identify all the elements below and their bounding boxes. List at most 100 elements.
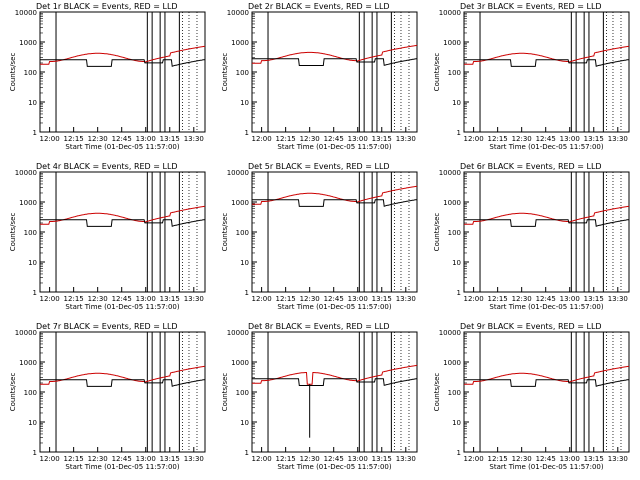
x-tick-label: 13:00: [348, 455, 368, 463]
panel-title: Det 9r BLACK = Events, RED = LLD: [460, 322, 602, 331]
lld-series-line: [464, 45, 630, 65]
x-tick-label: 12:30: [88, 135, 108, 143]
panel-title: Det 4r BLACK = Events, RED = LLD: [36, 162, 178, 171]
x-tick-label: 13:15: [372, 455, 392, 463]
y-tick-label: 1: [457, 129, 461, 137]
y-axis-label: Counts/sec: [433, 213, 441, 252]
y-tick-label: 10: [452, 259, 461, 267]
x-tick-label: 12:00: [252, 455, 272, 463]
detector-panel: Det 5r BLACK = Events, RED = LLD 1 10 100 10…: [221, 162, 418, 311]
y-tick-label: 1: [245, 449, 249, 457]
y-axis-label: Counts/sec: [9, 373, 17, 412]
lld-series-line: [40, 205, 206, 225]
panel-title: Det 2r BLACK = Events, RED = LLD: [248, 2, 390, 11]
y-tick-label: 1: [457, 289, 461, 297]
detector-panel: Det 1r BLACK = Events, RED = LLD 1 10 100 10…: [9, 2, 206, 151]
detector-panel: Det 4r BLACK = Events, RED = LLD 1 10 100 10…: [9, 162, 206, 311]
lld-series-line: [252, 185, 418, 205]
y-tick-label: 10000: [439, 9, 461, 17]
plot-frame: [463, 331, 630, 453]
y-tick-label: 10000: [439, 329, 461, 337]
y-tick-label: 1: [33, 289, 37, 297]
events-series-line: [252, 199, 418, 207]
y-tick-label: 10000: [15, 9, 37, 17]
y-tick-label: 100: [448, 389, 461, 397]
y-tick-label: 10: [28, 99, 37, 107]
lld-series-line: [40, 45, 206, 65]
x-tick-label: 12:45: [112, 455, 132, 463]
x-tick-label: 12:30: [300, 295, 320, 303]
x-tick-label: 13:15: [584, 455, 604, 463]
x-tick-label: 12:30: [512, 295, 532, 303]
events-series-line: [252, 58, 418, 66]
plot-frame: [463, 171, 630, 293]
x-tick-label: 12:45: [112, 135, 132, 143]
x-tick-label: 13:30: [608, 295, 628, 303]
y-axis-label: Counts/sec: [221, 53, 229, 92]
x-tick-label: 13:30: [396, 135, 416, 143]
y-axis-label: Counts/sec: [221, 213, 229, 252]
x-tick-label: 13:15: [160, 135, 180, 143]
x-axis-label: Start Time (01-Dec-05 11:57:00): [277, 143, 391, 151]
x-tick-label: 12:15: [488, 135, 508, 143]
y-tick-label: 10: [28, 419, 37, 427]
y-tick-label: 10000: [227, 329, 249, 337]
panel-title: Det 3r BLACK = Events, RED = LLD: [460, 2, 602, 11]
x-tick-label: 13:30: [396, 295, 416, 303]
x-axis-label: Start Time (01-Dec-05 11:57:00): [65, 463, 179, 471]
panel-title: Det 7r BLACK = Events, RED = LLD: [36, 322, 178, 331]
x-axis-label: Start Time (01-Dec-05 11:57:00): [489, 143, 603, 151]
x-tick-label: 13:00: [348, 295, 368, 303]
y-tick-label: 1000: [443, 199, 461, 207]
x-tick-label: 12:00: [40, 455, 60, 463]
y-axis-label: Counts/sec: [433, 373, 441, 412]
x-tick-label: 12:30: [300, 455, 320, 463]
y-tick-label: 1000: [443, 39, 461, 47]
y-axis-label: Counts/sec: [433, 53, 441, 92]
y-tick-label: 100: [236, 389, 249, 397]
events-series-line: [40, 379, 206, 387]
y-tick-label: 1: [33, 449, 37, 457]
plot-frame: [251, 11, 418, 133]
y-tick-label: 100: [24, 229, 37, 237]
detector-panel: Det 6r BLACK = Events, RED = LLD 1 10 100 10…: [433, 162, 630, 311]
x-tick-label: 13:00: [136, 135, 156, 143]
y-axis-label: Counts/sec: [221, 373, 229, 412]
x-tick-label: 12:45: [324, 455, 344, 463]
lld-series-line: [40, 365, 206, 385]
y-tick-label: 10: [452, 419, 461, 427]
x-tick-label: 12:45: [536, 135, 556, 143]
lld-series-line: [252, 44, 418, 64]
y-tick-label: 10: [28, 259, 37, 267]
y-tick-label: 10000: [439, 169, 461, 177]
y-tick-label: 100: [448, 229, 461, 237]
x-tick-label: 13:15: [160, 455, 180, 463]
y-tick-label: 10000: [227, 9, 249, 17]
y-tick-label: 10: [452, 99, 461, 107]
y-tick-label: 1000: [19, 199, 37, 207]
y-tick-label: 1000: [231, 39, 249, 47]
x-tick-label: 12:00: [464, 135, 484, 143]
panel-title: Det 6r BLACK = Events, RED = LLD: [460, 162, 602, 171]
plot-frame: [39, 171, 206, 293]
y-tick-label: 100: [448, 69, 461, 77]
x-tick-label: 13:15: [372, 295, 392, 303]
lld-series-line: [252, 364, 418, 385]
x-tick-label: 12:00: [252, 135, 272, 143]
x-tick-label: 13:30: [184, 455, 204, 463]
y-tick-label: 1: [245, 289, 249, 297]
x-tick-label: 13:00: [136, 295, 156, 303]
y-tick-label: 1: [33, 129, 37, 137]
y-tick-label: 1000: [231, 359, 249, 367]
x-tick-label: 13:00: [136, 455, 156, 463]
lld-series-line: [464, 365, 630, 385]
x-axis-label: Start Time (01-Dec-05 11:57:00): [489, 303, 603, 311]
x-tick-label: 12:30: [512, 455, 532, 463]
panel-title: Det 5r BLACK = Events, RED = LLD: [248, 162, 390, 171]
y-tick-label: 10: [240, 259, 249, 267]
x-axis-label: Start Time (01-Dec-05 11:57:00): [277, 303, 391, 311]
x-tick-label: 13:30: [184, 135, 204, 143]
y-tick-label: 1: [457, 449, 461, 457]
x-axis-label: Start Time (01-Dec-05 11:57:00): [65, 303, 179, 311]
y-tick-label: 1000: [443, 359, 461, 367]
